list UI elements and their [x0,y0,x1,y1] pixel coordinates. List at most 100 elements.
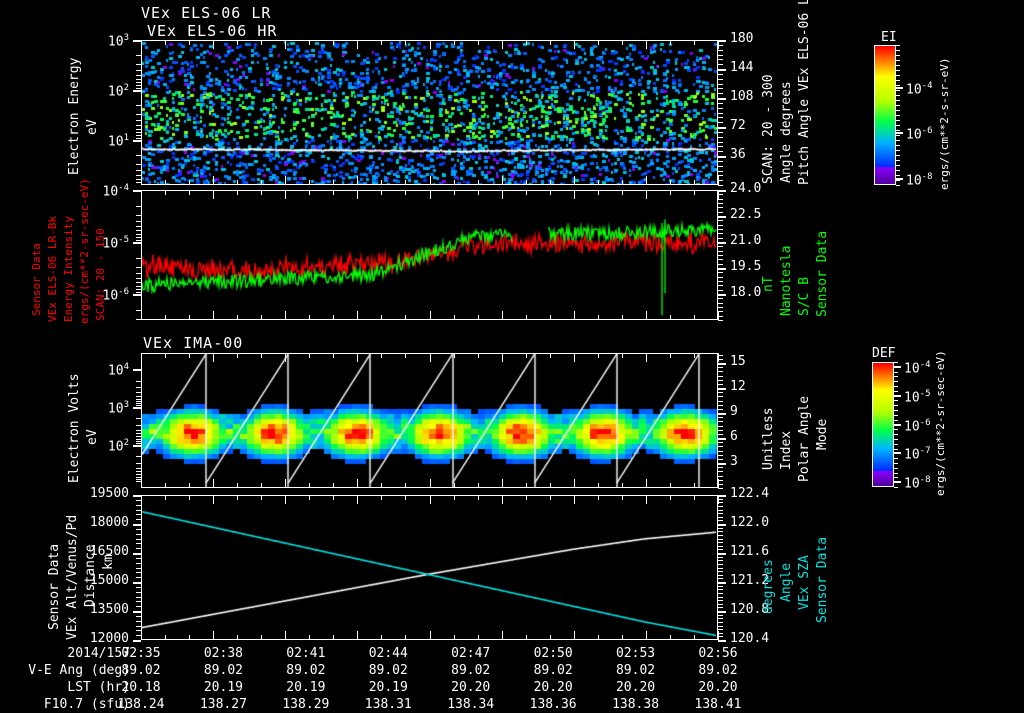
axis-tick-mark [894,371,898,373]
axis-tick-mark [718,571,723,573]
panel-els-spectrogram[interactable] [141,40,718,185]
axis-tick-mark [309,315,310,320]
axis-tick-mark [718,224,723,226]
axis-tick-mark [136,380,141,382]
axis-tick-mark [136,401,141,403]
axis-tick-mark [598,40,599,45]
axis-tick-mark [718,396,723,398]
axis-tick-mark [718,165,723,167]
axis-tick-label: 102 [107,83,129,100]
panel3-right-mode: Mode [815,418,830,450]
axis-tick-mark [598,315,599,320]
axis-tick-mark [718,563,723,565]
axis-tick-mark [646,190,647,199]
panel1-right-axis-units: Angle degrees [779,58,794,183]
axis-tick-mark [718,498,723,500]
axis-tick-mark [718,549,723,551]
panel-ima-spectrogram[interactable] [141,353,718,488]
panel2-right-nt: nT [761,276,776,292]
panel2-left-label-sensor: Sensor Data [30,196,44,316]
axis-tick-mark [896,45,900,46]
axis-tick-mark [136,85,141,87]
axis-tick-mark [550,495,551,500]
colorbar-def [872,362,894,487]
axis-tick-mark [357,190,358,199]
axis-tick-label: 36 [730,147,746,162]
axis-tick-mark [718,73,723,75]
axis-tick-mark [261,40,262,45]
axis-tick-mark [550,635,551,640]
footer-cell: 89.02 [368,663,408,678]
axis-tick-mark [136,443,141,445]
axis-tick-mark [136,582,141,583]
axis-tick-mark [718,421,723,423]
axis-tick-mark [718,190,719,199]
panel3-right-label-index: Index [779,392,794,470]
axis-tick-mark [718,40,726,42]
axis-tick-mark [694,483,695,488]
panel-intensity-bfield[interactable] [141,190,718,320]
axis-tick-mark [136,82,141,84]
panel1-right-degrees: degrees [779,81,794,137]
axis-tick-mark [136,524,141,525]
axis-tick-mark [718,509,723,511]
axis-tick-mark [718,524,723,525]
axis-tick-mark [718,404,723,406]
axis-tick-mark [718,311,723,313]
axis-tick-label: 19.5 [730,259,762,274]
axis-tick-mark [896,178,903,180]
axis-tick-mark [896,131,903,134]
axis-tick-mark [285,479,286,488]
footer-row-label: V-E Ang (deg) [28,663,130,678]
colorbar2-units: ergs/(cm**2-sr-sec-eV) [934,350,948,496]
axis-tick-mark [381,353,382,358]
axis-tick-mark [718,216,726,218]
axis-tick-label: 103 [107,33,129,50]
footer-cell: 89.02 [698,663,738,678]
axis-tick-mark [454,635,455,640]
panel2-right-label-nanotesla: Nanotesla [779,196,794,316]
axis-tick-label: 10-6 [102,287,130,304]
axis-tick-mark [670,40,671,45]
axis-tick-mark [136,476,141,478]
axis-tick-mark [718,268,723,269]
axis-tick-mark [357,176,358,185]
axis-tick-mark [574,190,575,199]
axis-tick-mark [894,390,898,392]
axis-tick-mark [136,509,141,511]
axis-tick-mark [718,495,726,497]
axis-tick-mark [718,237,723,239]
panel-altitude-sza[interactable] [141,495,718,640]
panel3-left-axis-text: Electron Volts [67,373,82,483]
axis-tick-mark [309,483,310,488]
axis-tick-mark [694,190,695,195]
axis-tick-mark [896,130,900,131]
axis-tick-mark [718,190,723,191]
axis-tick-mark [718,315,723,317]
panel1-right-scan: SCAN: 20 - 300 [761,74,776,184]
axis-tick-mark [718,454,723,456]
footer-cell: 89.02 [533,663,573,678]
axis-tick-mark [357,40,358,49]
axis-tick-mark [133,140,141,143]
axis-tick-mark [718,596,723,598]
axis-tick-mark [454,190,455,195]
axis-tick-mark [718,131,723,133]
axis-tick-mark [136,514,141,516]
axis-tick-mark [136,528,141,530]
axis-tick-mark [622,495,623,500]
axis-tick-mark [133,242,141,244]
axis-tick-mark [478,180,479,185]
axis-tick-mark [718,255,723,256]
axis-tick-mark [478,353,479,358]
axis-tick-mark [718,479,719,488]
footer-cell: 20.20 [615,680,656,695]
axis-tick-mark [165,190,166,195]
axis-tick-mark [136,398,141,400]
axis-tick-mark [237,190,238,195]
axis-tick-mark [718,122,723,124]
axis-tick-mark [502,40,503,49]
axis-tick-label: 10-5 [904,388,931,406]
panel2-left-label-units: ergs/(cm**2-sr-sec-eV) [78,178,92,324]
axis-tick-mark [550,483,551,488]
